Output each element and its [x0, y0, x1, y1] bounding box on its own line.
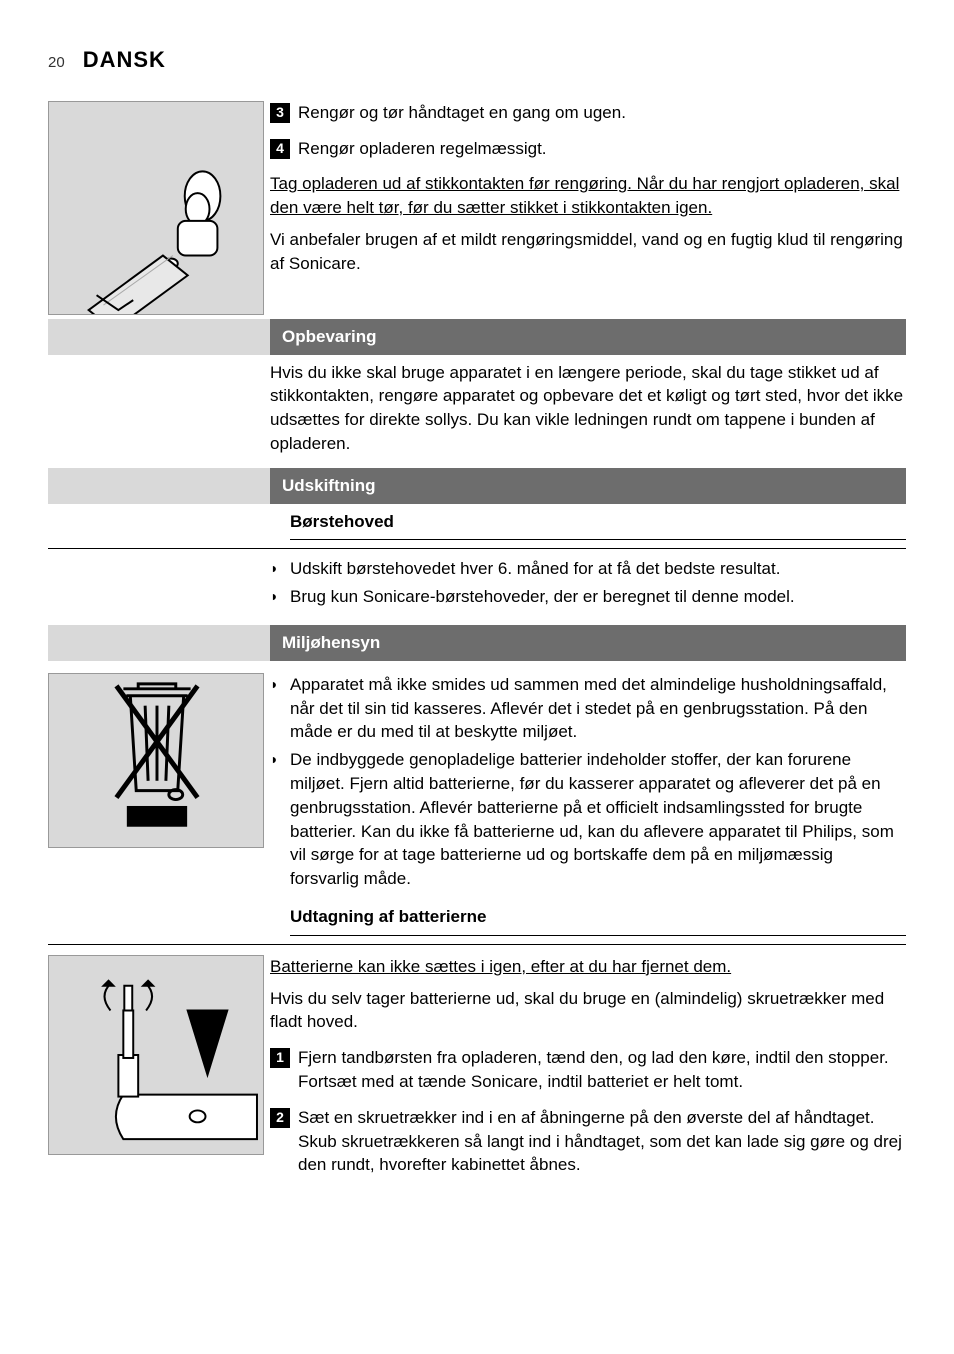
- recycle-bin-illustration: [49, 674, 263, 847]
- language-label: DANSK: [83, 45, 166, 76]
- bullet-text: Apparatet må ikke smides ud sammen med d…: [290, 673, 906, 744]
- bullet-icon: ◗: [270, 673, 290, 695]
- list-item: ◗ Apparatet må ikke smides ud sammen med…: [270, 673, 906, 744]
- subheading-borstehoved: Børstehoved: [290, 504, 906, 541]
- bullet-icon: ◗: [270, 557, 290, 579]
- step-text: Rengør opladeren regelmæssigt.: [298, 137, 906, 161]
- step-text: Sæt en skruetrækker ind i en af åbninger…: [298, 1106, 906, 1177]
- bullet-icon: ◗: [270, 585, 290, 607]
- list-item: ◗ De indbyggede genopladelige batterier …: [270, 748, 906, 891]
- bullet-text: De indbyggede genopladelige batterier in…: [290, 748, 906, 891]
- step-number-badge: 4: [270, 139, 290, 159]
- figure-recycle-bin: [48, 673, 264, 848]
- screwdriver-illustration: [49, 956, 263, 1154]
- udtagning-step-1: 1 Fjern tandbørsten fra opladeren, tænd …: [270, 1046, 906, 1094]
- udtagning-step-2: 2 Sæt en skruetrækker ind i en af åbning…: [270, 1106, 906, 1177]
- subheading-udtagning: Udtagning af batterierne: [290, 899, 906, 936]
- figure-screwdriver: [48, 955, 264, 1155]
- screwdriver-note: Hvis du selv tager batterierne ud, skal …: [270, 987, 906, 1035]
- bullet-text: Udskift børstehovedet hver 6. måned for …: [290, 557, 780, 581]
- heading-row-miljohensyn: Miljøhensyn: [0, 625, 954, 661]
- section-cleaning: 3 Rengør og tør håndtaget en gang om uge…: [0, 101, 954, 315]
- heading-gray-strip: [48, 625, 270, 661]
- udskiftning-bullets: ◗ Udskift børstehovedet hver 6. måned fo…: [270, 557, 906, 609]
- step-number-badge: 1: [270, 1048, 290, 1068]
- heading-gray-strip: [48, 468, 270, 504]
- heading-miljohensyn: Miljøhensyn: [270, 625, 906, 661]
- step-number-badge: 2: [270, 1108, 290, 1128]
- figure-column: [0, 101, 270, 315]
- heading-row-udskiftning: Udskiftning: [0, 468, 954, 504]
- figure-handle-cleaning: [48, 101, 264, 315]
- charger-warning: Tag opladeren ud af stikkontakten før re…: [270, 172, 906, 220]
- heading-gray-strip: [48, 319, 270, 355]
- heading-row-opbevaring: Opbevaring: [0, 319, 954, 355]
- bullet-text: Brug kun Sonicare-børstehoveder, der er …: [290, 585, 795, 609]
- step-4: 4 Rengør opladeren regelmæssigt.: [270, 137, 906, 161]
- list-item: ◗ Brug kun Sonicare-børstehoveder, der e…: [270, 585, 906, 609]
- page-header: 20 DANSK: [0, 0, 954, 101]
- bullet-icon: ◗: [270, 748, 290, 770]
- cleaning-recommendation: Vi anbefaler brugen af et mildt rengørin…: [270, 228, 906, 276]
- step-text: Fjern tandbørsten fra opladeren, tænd de…: [298, 1046, 906, 1094]
- step-number-badge: 3: [270, 103, 290, 123]
- step-3: 3 Rengør og tør håndtaget en gang om uge…: [270, 101, 906, 125]
- handle-cleaning-illustration: [49, 102, 263, 314]
- heading-opbevaring: Opbevaring: [270, 319, 906, 355]
- heading-udskiftning: Udskiftning: [270, 468, 906, 504]
- opbevaring-text: Hvis du ikke skal bruge apparatet i en l…: [270, 361, 906, 456]
- battery-warning: Batterierne kan ikke sættes i igen, efte…: [270, 955, 906, 979]
- content-column: 3 Rengør og tør håndtaget en gang om uge…: [270, 101, 954, 315]
- step-text: Rengør og tør håndtaget en gang om ugen.: [298, 101, 906, 125]
- page-number: 20: [48, 52, 65, 73]
- miljohensyn-bullets: ◗ Apparatet må ikke smides ud sammen med…: [270, 673, 906, 891]
- list-item: ◗ Udskift børstehovedet hver 6. måned fo…: [270, 557, 906, 581]
